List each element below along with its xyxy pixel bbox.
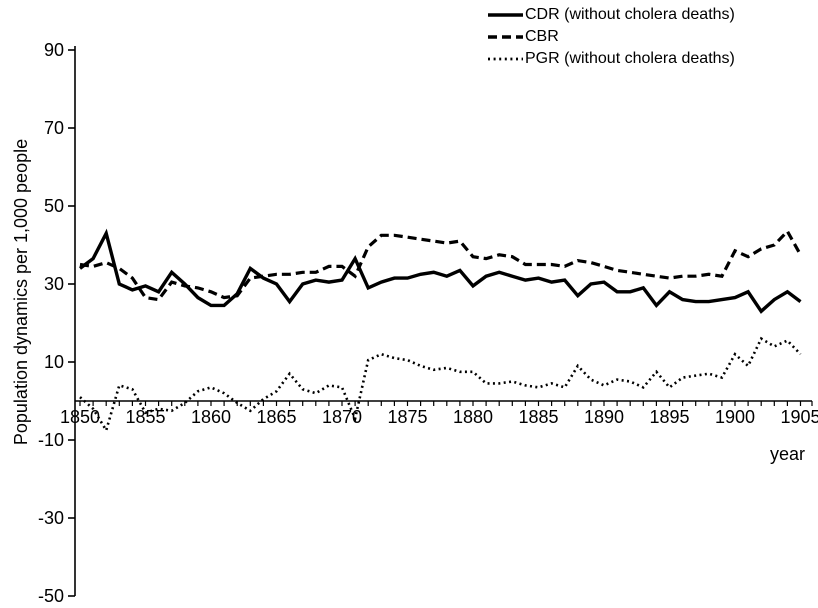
legend-item-cbr: CBR	[487, 26, 735, 48]
tick-labels: 90 70 50 30 10 -10 -30 -50 1850 1855 1860 1865 1870 1…	[38, 40, 818, 606]
x-tick-label: 1905	[780, 407, 818, 427]
x-tick-label: 1895	[649, 407, 689, 427]
y-axis-title: Population dynamics per 1,000 people	[11, 138, 31, 446]
x-tick-label: 1880	[453, 407, 493, 427]
x-axis-title: year	[769, 444, 805, 464]
y-tick-label: 50	[44, 196, 64, 216]
x-tick-label: 1900	[715, 407, 755, 427]
solid-line-icon	[488, 13, 523, 17]
dashed-line-icon	[488, 35, 523, 39]
cdr-line	[78, 228, 802, 314]
legend-item-cdr: CDR (without cholera deaths)	[487, 4, 735, 26]
legend-label-cbr: CBR	[525, 28, 559, 45]
y-tick-label: 30	[44, 274, 64, 294]
y-tick-label: 10	[44, 352, 64, 372]
x-tick-label: 1850	[60, 407, 100, 427]
x-tick-label: 1860	[191, 407, 231, 427]
legend: CDR (without cholera deaths) CBR PGR (wi…	[487, 4, 735, 70]
dotted-line-icon	[488, 57, 523, 61]
x-tick-label: 1890	[584, 407, 624, 427]
x-tick-label: 1865	[256, 407, 296, 427]
legend-label-pgr: PGR (without cholera deaths)	[525, 50, 735, 67]
y-tick-label: -30	[38, 508, 64, 528]
y-tick-label: 90	[44, 40, 64, 60]
pgr-line	[79, 336, 802, 434]
axes	[68, 46, 813, 597]
y-tick-label: -50	[38, 586, 64, 606]
cbr-line	[79, 228, 802, 302]
x-tick-label: 1875	[387, 407, 427, 427]
y-tick-label: 70	[44, 118, 64, 138]
y-tick-label: -10	[38, 430, 64, 450]
x-tick-label: 1885	[518, 407, 558, 427]
x-tick-label: 1870	[322, 407, 362, 427]
legend-label-cdr: CDR (without cholera deaths)	[525, 6, 735, 23]
x-tick-label: 1855	[125, 407, 165, 427]
legend-item-pgr: PGR (without cholera deaths)	[487, 48, 735, 70]
